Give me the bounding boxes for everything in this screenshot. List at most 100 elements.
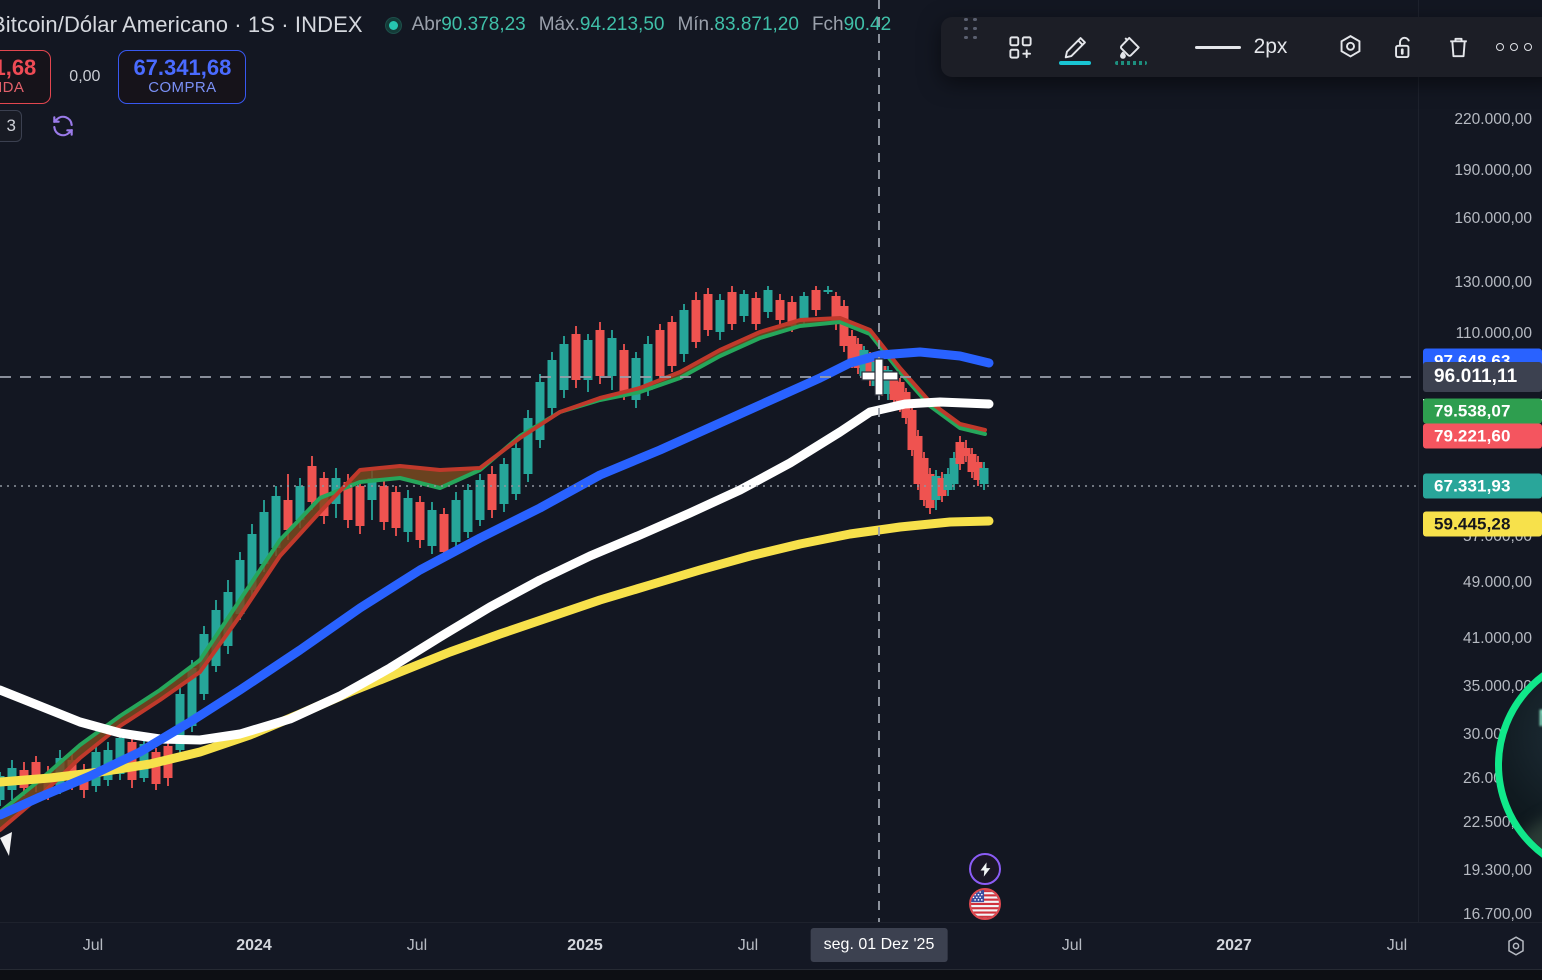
drawing-toolbar[interactable]: 2px — [941, 17, 1542, 77]
economic-event-bolt[interactable] — [969, 853, 1001, 885]
candle-body — [571, 334, 581, 380]
price-tag-cross[interactable]: 96.011,11 — [1423, 362, 1542, 392]
candle-body — [67, 760, 77, 780]
candle-body — [643, 344, 653, 390]
candle-body — [523, 418, 533, 474]
candle-body — [895, 382, 905, 406]
candle-body — [151, 752, 161, 784]
price-tick: 160.000,00 — [1454, 210, 1532, 227]
fill-color-swatch[interactable] — [1115, 61, 1147, 65]
price-tick: 110.000,00 — [1455, 325, 1532, 342]
order-quantity-row[interactable]: 3 — [0, 110, 76, 142]
price-tag-red[interactable]: 79.221,60 — [1423, 423, 1542, 449]
candle-body — [715, 300, 725, 332]
pencil-tool-icon[interactable] — [1047, 17, 1103, 77]
candle-body — [403, 498, 413, 532]
candle-body — [775, 300, 785, 320]
price-tag-teal[interactable]: 67.331,93 — [1423, 473, 1542, 499]
candle-body — [271, 496, 281, 548]
candle-body — [415, 502, 425, 540]
candle-body — [451, 500, 461, 542]
time-tick: Jul — [1386, 937, 1408, 954]
candle-body — [595, 330, 605, 376]
price-tick: 130.000,00 — [1454, 274, 1532, 291]
candle-body — [889, 376, 899, 400]
candle-body — [799, 296, 809, 318]
price-tick: 35.000,00 — [1463, 678, 1532, 695]
ma-line-ribbon-slow — [0, 316, 987, 832]
candle-body — [839, 306, 849, 346]
chart-marker — [0, 832, 12, 856]
candle-body — [979, 468, 989, 484]
candle-body — [831, 296, 841, 324]
bottom-status-bar — [0, 969, 1542, 980]
candle-body — [937, 478, 947, 496]
buy-price: 67.341,68 — [133, 55, 232, 80]
trash-icon[interactable] — [1431, 17, 1485, 77]
sell-button[interactable]: 341,68 ENDA — [0, 50, 52, 104]
candle-body — [967, 454, 977, 472]
candle-body — [31, 762, 41, 782]
chart-canvas[interactable] — [0, 0, 1418, 922]
candle-body — [619, 350, 629, 394]
pencil-color-swatch[interactable] — [1059, 61, 1091, 65]
candle-body — [175, 694, 185, 750]
candle-body — [907, 410, 917, 450]
candle-body — [865, 356, 875, 380]
price-tag-green[interactable]: 79.538,07 — [1423, 398, 1542, 424]
line-width-label: 2px — [1253, 35, 1288, 58]
candle-body — [547, 360, 557, 408]
spread-value: 0,00 — [69, 67, 101, 85]
price-tag-yellow[interactable]: 59.445,28 — [1423, 511, 1542, 537]
candle-body — [391, 492, 401, 528]
candle-body — [811, 290, 821, 310]
candle-body — [763, 290, 773, 312]
candle-body — [847, 336, 857, 362]
settings-hexagon-icon[interactable] — [1323, 17, 1377, 77]
chart-settings-icon[interactable] — [1504, 934, 1528, 963]
candle-body — [379, 486, 389, 522]
us-flag-icon — [971, 890, 999, 918]
crosshair-cursor — [861, 358, 899, 396]
candle-body — [655, 330, 665, 376]
candle-body — [559, 344, 569, 390]
candle-body — [739, 294, 749, 316]
drag-handle[interactable] — [957, 17, 985, 77]
time-tick: Jul — [1061, 937, 1083, 954]
chart-pane[interactable] — [0, 0, 1418, 922]
candle-body — [115, 738, 125, 774]
candle-body — [439, 514, 449, 552]
refresh-icon[interactable] — [50, 113, 76, 139]
time-tick: 2024 — [236, 937, 272, 954]
candle-body — [883, 370, 893, 394]
crosshair-time-label: seg. 01 Dez '25 — [810, 928, 948, 962]
candle-body — [703, 294, 713, 330]
templates-icon[interactable] — [993, 17, 1047, 77]
candle-body — [787, 302, 797, 326]
webcam-overlay-text: M — [1538, 705, 1542, 733]
candle-body — [427, 510, 437, 546]
line-width-preview — [1194, 45, 1241, 49]
ma-line-ma-white — [0, 397, 994, 745]
us-flag-event[interactable] — [969, 888, 1001, 920]
quantity-input[interactable]: 3 — [0, 110, 22, 142]
price-tick: 41.000,00 — [1463, 630, 1532, 647]
ma-line-ma-blue — [0, 347, 994, 820]
buy-button[interactable]: 67.341,68 COMPRA — [118, 50, 247, 104]
candle-body — [931, 476, 941, 500]
candle-body — [919, 458, 929, 500]
candle-body — [823, 290, 833, 292]
candle-body — [355, 486, 365, 526]
line-width-selector[interactable]: 2px — [1181, 17, 1301, 77]
paint-bucket-icon[interactable] — [1103, 17, 1159, 77]
candle-body — [913, 436, 923, 484]
sell-price: 341,68 — [0, 55, 37, 80]
more-icon[interactable] — [1485, 17, 1542, 77]
price-tick: 220.000,00 — [1454, 111, 1532, 128]
time-axis[interactable]: seg. 01 Dez '25 Jul 2024 Jul 2025 Jul Jul 2027… — [0, 922, 1542, 969]
trade-panel[interactable]: 341,68 ENDA 0,00 67.341,68 COMPRA — [0, 50, 247, 104]
price-tick: 16.700,00 — [1463, 906, 1532, 923]
unlock-icon[interactable] — [1377, 17, 1431, 77]
time-tick: 2027 — [1216, 937, 1252, 954]
